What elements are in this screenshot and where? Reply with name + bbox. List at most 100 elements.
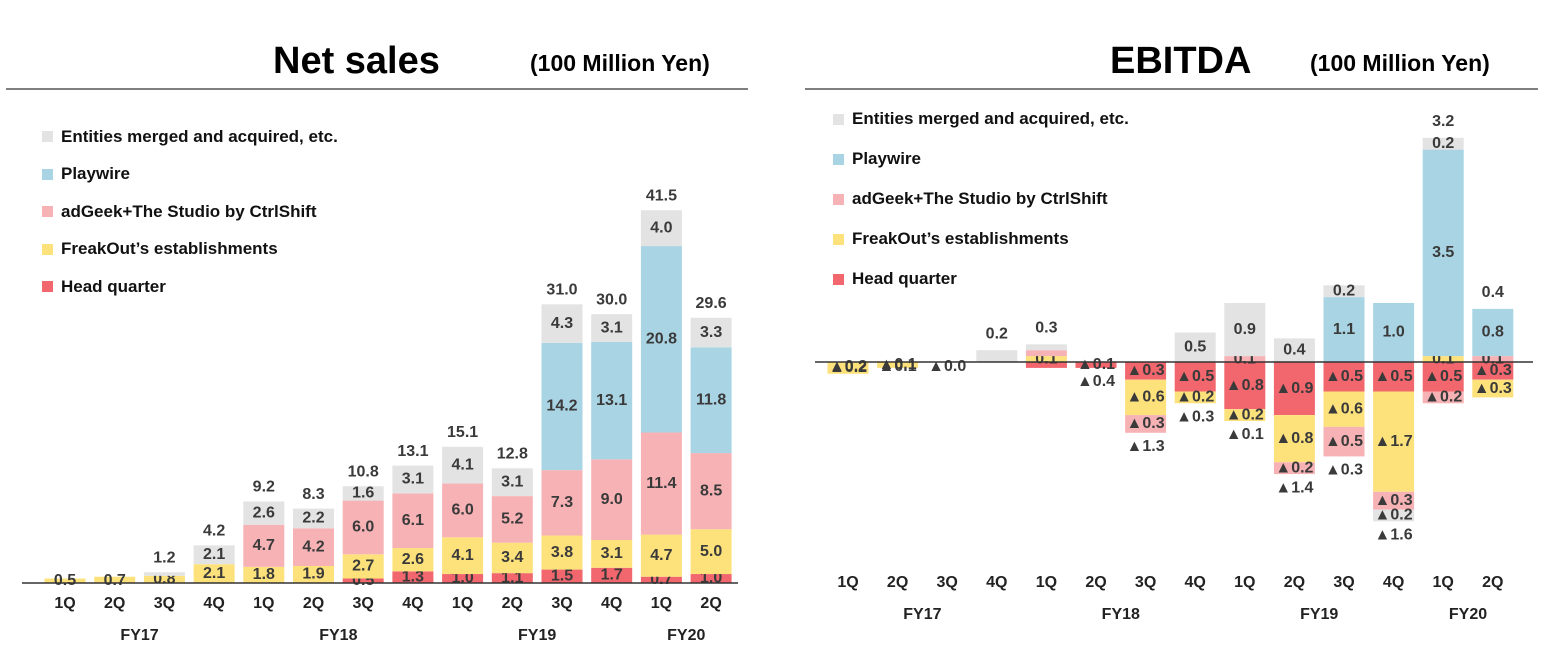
ebitda-bar-adgeek-12 xyxy=(1422,391,1464,404)
ebitda-bar-freakout-6 xyxy=(1125,379,1167,416)
legend-label-playwire: Playwire xyxy=(852,149,921,168)
ebitda-bar-hq-11 xyxy=(1373,362,1415,392)
ebitda-seg-label-adgeek-10: ▲0.5 xyxy=(1325,433,1363,450)
ebitda-bar-freakout-12 xyxy=(1422,356,1464,362)
net-sales-seg-label-entities-3: 2.1 xyxy=(203,546,225,563)
net-sales-quarter-label-3: 4Q xyxy=(203,595,224,612)
net-sales-seg-label-entities-9: 3.1 xyxy=(501,473,523,490)
legend-item-adgeek: adGeek+The Studio by CtrlShift xyxy=(42,193,338,231)
net-sales-total-label-7: 13.1 xyxy=(397,443,428,460)
ebitda-seg-label-adgeek-6: ▲0.3 xyxy=(1127,415,1165,432)
legend-label-playwire: Playwire xyxy=(61,164,130,184)
net-sales-quarter-label-12: 1Q xyxy=(651,595,672,612)
ebitda-seg-label-entities-12: 0.2 xyxy=(1432,135,1454,152)
ebitda-seg-label-hq-5: ▲0.1 xyxy=(1077,356,1115,373)
ebitda-total-label-4: 0.3 xyxy=(1035,320,1057,337)
legend-swatch-hq xyxy=(833,273,844,285)
ebitda-seg-label-freakout-0: ▲0.2 xyxy=(829,359,867,376)
ebitda-seg-label-hq-8: ▲0.8 xyxy=(1226,377,1264,394)
net-sales-bar-entities-13 xyxy=(690,317,732,348)
ebitda-bar-entities-8 xyxy=(1224,303,1266,357)
legend-label-hq: Head quarter xyxy=(61,276,166,296)
net-sales-seg-label-entities-11: 3.1 xyxy=(601,319,623,336)
legend-swatch-playwire xyxy=(42,168,53,180)
ebitda-quarter-label-9: 2Q xyxy=(1284,574,1305,591)
net-sales-seg-label-adgeek-13: 8.5 xyxy=(700,482,722,499)
net-sales-seg-label-playwire-11: 13.1 xyxy=(596,392,627,409)
ebitda-bar-freakout-13 xyxy=(1472,379,1514,398)
legend-swatch-entities xyxy=(833,113,844,125)
ebitda-seg-label-freakout-8: ▲0.2 xyxy=(1226,406,1264,423)
net-sales-bar-adgeek-12 xyxy=(640,432,682,535)
net-sales-bar-freakout-3 xyxy=(193,564,235,583)
net-sales-bar-freakout-9 xyxy=(491,542,533,574)
ebitda-bar-entities-7 xyxy=(1174,332,1216,362)
net-sales-seg-label-freakout-6: 2.7 xyxy=(352,558,374,575)
net-sales-bar-freakout-11 xyxy=(591,539,633,568)
ebitda-seg-label-freakout-9: ▲0.8 xyxy=(1275,430,1313,447)
net-sales-bar-entities-8 xyxy=(442,446,484,484)
ebitda-quarter-label-11: 4Q xyxy=(1383,574,1404,591)
legend-item-adgeek: adGeek+The Studio by CtrlShift xyxy=(833,179,1129,219)
net-sales-bar-freakout-7 xyxy=(392,548,434,572)
ebitda-fy-label-fy17: FY17 xyxy=(903,606,941,623)
net-sales-bar-entities-11 xyxy=(591,314,633,342)
ebitda-seg-label-hq-10: ▲0.5 xyxy=(1325,368,1363,385)
net-sales-quarter-label-1: 2Q xyxy=(104,595,125,612)
legend-item-playwire: Playwire xyxy=(42,156,338,194)
net-sales-total-label-3: 4.2 xyxy=(203,523,225,540)
net-sales-bar-hq-8 xyxy=(442,574,484,583)
net-sales-seg-label-adgeek-4: 4.7 xyxy=(253,537,275,554)
net-sales-seg-label-playwire-12: 20.8 xyxy=(646,331,677,348)
net-sales-bar-playwire-11 xyxy=(591,341,633,460)
ebitda-seg-label-hq-12: ▲0.5 xyxy=(1424,368,1462,385)
ebitda-seg-label-entities-8: 0.9 xyxy=(1234,321,1256,338)
net-sales-quarter-label-4: 1Q xyxy=(253,595,274,612)
ebitda-bar-hq-12 xyxy=(1422,362,1464,392)
net-sales-seg-label-entities-12: 4.0 xyxy=(650,219,672,236)
ebitda-quarter-label-4: 1Q xyxy=(1036,574,1057,591)
ebitda-seg-label-hq-9: ▲0.9 xyxy=(1275,380,1313,397)
net-sales-bar-hq-7 xyxy=(392,571,434,583)
ebitda-total-label-12: 3.2 xyxy=(1432,113,1454,130)
ebitda-title: EBITDA xyxy=(1110,40,1252,82)
net-sales-bar-adgeek-11 xyxy=(591,459,633,540)
legend-item-hq: Head quarter xyxy=(833,259,1129,299)
ebitda-seg-label-entities-10: 0.2 xyxy=(1333,282,1355,299)
ebitda-seg-label-entities-7: 0.5 xyxy=(1184,338,1206,355)
net-sales-bar-adgeek-13 xyxy=(690,453,732,530)
legend-label-adgeek: adGeek+The Studio by CtrlShift xyxy=(852,189,1108,208)
ebitda-bar-entities-11 xyxy=(1373,509,1415,522)
net-sales-seg-label-freakout-5: 1.9 xyxy=(302,566,324,583)
net-sales-bar-adgeek-5 xyxy=(293,528,334,566)
ebitda-seg-label-entities-9: 0.4 xyxy=(1283,341,1305,358)
net-sales-bar-hq-9 xyxy=(491,573,533,583)
ebitda-total-label-0: ▲0.2 xyxy=(829,358,867,375)
net-sales-seg-label-adgeek-5: 4.2 xyxy=(302,538,324,555)
net-sales-seg-label-adgeek-7: 6.1 xyxy=(402,512,424,529)
net-sales-seg-label-adgeek-8: 6.0 xyxy=(451,502,473,519)
ebitda-bar-adgeek-8 xyxy=(1224,356,1266,362)
ebitda-fy-label-fy20: FY20 xyxy=(1449,606,1487,623)
net-sales-bar-freakout-8 xyxy=(442,537,484,575)
net-sales-quarter-label-7: 4Q xyxy=(402,595,423,612)
net-sales-bar-entities-12 xyxy=(640,210,682,247)
ebitda-bar-hq-6 xyxy=(1125,362,1167,380)
ebitda-total-label-13: 0.4 xyxy=(1482,284,1504,301)
net-sales-quarter-label-13: 2Q xyxy=(700,595,721,612)
net-sales-seg-label-playwire-10: 14.2 xyxy=(546,398,577,415)
ebitda-seg-label-freakout-7: ▲0.2 xyxy=(1176,389,1214,406)
net-sales-total-label-6: 10.8 xyxy=(348,463,379,480)
net-sales-quarter-label-9: 2Q xyxy=(502,595,523,612)
net-sales-title: Net sales xyxy=(273,40,440,82)
net-sales-bar-freakout-5 xyxy=(293,565,334,583)
ebitda-quarter-label-2: 3Q xyxy=(937,574,958,591)
net-sales-bar-entities-9 xyxy=(491,468,533,497)
ebitda-bar-adgeek-10 xyxy=(1323,426,1365,457)
ebitda-seg-label-playwire-11: 1.0 xyxy=(1382,324,1404,341)
net-sales-bar-hq-13 xyxy=(690,574,732,583)
net-sales-bar-adgeek-10 xyxy=(541,470,583,536)
legend-swatch-entities xyxy=(42,131,53,143)
net-sales-seg-label-freakout-11: 3.1 xyxy=(601,545,623,562)
net-sales-seg-label-playwire-13: 11.8 xyxy=(696,391,726,408)
